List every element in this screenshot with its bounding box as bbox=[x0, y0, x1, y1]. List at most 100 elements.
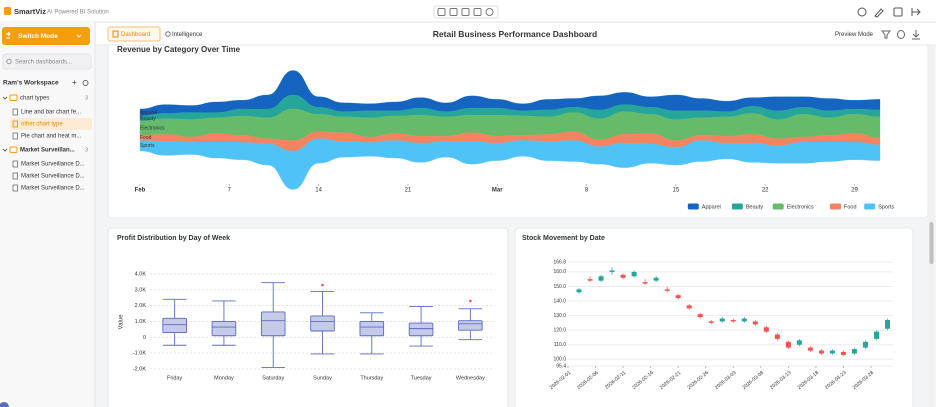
candle-body bbox=[719, 318, 725, 322]
scrollbar-thumb[interactable] bbox=[929, 222, 934, 264]
candle-body bbox=[829, 350, 835, 354]
user-avatar[interactable] bbox=[0, 402, 9, 407]
refresh-button[interactable] bbox=[82, 80, 89, 86]
folder-count: 3 bbox=[85, 95, 88, 101]
outlier bbox=[469, 299, 472, 303]
legend-swatch bbox=[830, 203, 841, 210]
box bbox=[310, 315, 335, 332]
switch-mode-button[interactable] bbox=[2, 27, 90, 45]
search-placeholder: Search dashboards... bbox=[15, 60, 72, 66]
tab-label[interactable]: Dashboard bbox=[121, 32, 150, 38]
x-tick-label: 21 bbox=[405, 188, 412, 194]
filter-icon[interactable] bbox=[881, 30, 891, 39]
series-label: Beauty bbox=[140, 116, 156, 122]
save-icon[interactable] bbox=[893, 7, 903, 17]
folder-name[interactable]: chart types bbox=[20, 96, 49, 102]
toolbar-icon[interactable] bbox=[473, 8, 482, 16]
candle-body bbox=[620, 274, 626, 278]
dashboard-item[interactable]: Market Surveillance D... bbox=[21, 186, 85, 192]
legend-swatch bbox=[687, 203, 699, 210]
add-button[interactable]: + bbox=[72, 78, 77, 87]
tab-label[interactable]: Intelligence bbox=[172, 32, 203, 38]
app-name: SmartViz bbox=[14, 7, 46, 16]
folder-chevron[interactable] bbox=[2, 148, 8, 152]
y-tick-label: 140.0 bbox=[553, 298, 566, 304]
database-icon[interactable] bbox=[897, 30, 905, 39]
toolbar-icon[interactable] bbox=[449, 8, 458, 16]
folder-name[interactable]: Market Surveillan... bbox=[20, 148, 75, 154]
x-tick-label: 29 bbox=[851, 188, 858, 194]
y-tick-label: -1.0K bbox=[133, 351, 146, 357]
dashboard-item[interactable]: Pie chart and heat m... bbox=[21, 134, 82, 140]
legend-label: Apparel bbox=[702, 204, 721, 210]
x-tick-label: Tuesday bbox=[411, 375, 432, 381]
toolbar-icon[interactable] bbox=[485, 8, 494, 16]
file-icon bbox=[12, 172, 18, 180]
folder-chevron[interactable] bbox=[2, 96, 8, 100]
stream-area bbox=[139, 138, 881, 190]
logo-icon bbox=[4, 7, 11, 15]
x-tick-label: 15 bbox=[673, 188, 680, 194]
dashboard-item[interactable]: Market Surveillance D... bbox=[21, 174, 85, 180]
candle-body bbox=[851, 349, 857, 354]
candle-body bbox=[697, 314, 703, 318]
y-tick-label: 166.8 bbox=[553, 259, 566, 265]
dashboard-item[interactable]: other chart type bbox=[21, 122, 63, 128]
sidebar bbox=[0, 22, 95, 407]
y-tick-label: 3.0K bbox=[135, 287, 147, 293]
x-tick-label: Feb bbox=[135, 188, 146, 194]
switch-icon bbox=[6, 31, 11, 39]
toolbar bbox=[433, 5, 499, 19]
candle-body bbox=[587, 279, 593, 281]
x-tick-label: 14 bbox=[315, 188, 322, 194]
x-tick-label: 7 bbox=[228, 188, 232, 194]
chart-title: Profit Distribution by Day of Week bbox=[117, 235, 230, 242]
candle-body bbox=[642, 282, 648, 284]
legend-label: Electronics bbox=[787, 204, 814, 210]
candle-body bbox=[774, 334, 780, 339]
folder-icon bbox=[9, 146, 18, 153]
toolbar-icon[interactable] bbox=[437, 8, 446, 16]
x-tick-label: Wednesday bbox=[456, 375, 485, 381]
y-tick-label: 0 bbox=[143, 335, 146, 341]
candle-body bbox=[576, 289, 582, 293]
logout-icon[interactable] bbox=[911, 8, 921, 16]
candle-body bbox=[763, 327, 769, 332]
dashboard-item[interactable]: Market Surveillance D... bbox=[21, 162, 85, 168]
candle-body bbox=[741, 318, 747, 322]
legend-label: Beauty bbox=[746, 204, 763, 210]
active-item-bg bbox=[10, 118, 92, 130]
legend-label: Sports bbox=[878, 204, 894, 210]
candle-body bbox=[807, 347, 813, 351]
toolbar-icon[interactable] bbox=[461, 8, 470, 16]
y-tick-label: 1.0K bbox=[135, 319, 147, 325]
y-tick-label: 2.0K bbox=[135, 303, 147, 309]
x-tick-label: Mar bbox=[492, 188, 503, 194]
chart-title: Stock Movement by Date bbox=[522, 235, 605, 242]
x-tick-label: 22 bbox=[762, 188, 769, 194]
y-tick-label: 150.0 bbox=[553, 284, 566, 290]
preview-mode[interactable]: Preview Mode bbox=[835, 32, 874, 38]
search-box[interactable] bbox=[2, 53, 92, 70]
candle-body bbox=[631, 271, 637, 277]
series-label: Apparel bbox=[140, 110, 157, 116]
file-icon bbox=[12, 160, 18, 168]
card-stock bbox=[514, 227, 914, 407]
series-label: Sports bbox=[140, 143, 155, 149]
folder-count: 3 bbox=[85, 147, 88, 153]
y-tick-label: 95.4 bbox=[556, 363, 566, 369]
help-icon[interactable] bbox=[857, 7, 867, 17]
y-tick-label: 100.0 bbox=[553, 357, 566, 363]
candle-body bbox=[752, 321, 758, 325]
series-label: Electronics bbox=[140, 126, 165, 132]
dashboard-title: Retail Business Performance Dashboard bbox=[433, 29, 597, 39]
edit-icon[interactable] bbox=[874, 8, 884, 18]
box bbox=[458, 320, 483, 331]
app-tagline: AI Powered BI Solution bbox=[47, 10, 109, 16]
tab-active[interactable] bbox=[107, 26, 161, 42]
download-icon[interactable] bbox=[912, 30, 920, 40]
dashboard-header bbox=[96, 23, 936, 45]
dashboard-item[interactable]: Line and bar chart fe... bbox=[21, 110, 81, 116]
